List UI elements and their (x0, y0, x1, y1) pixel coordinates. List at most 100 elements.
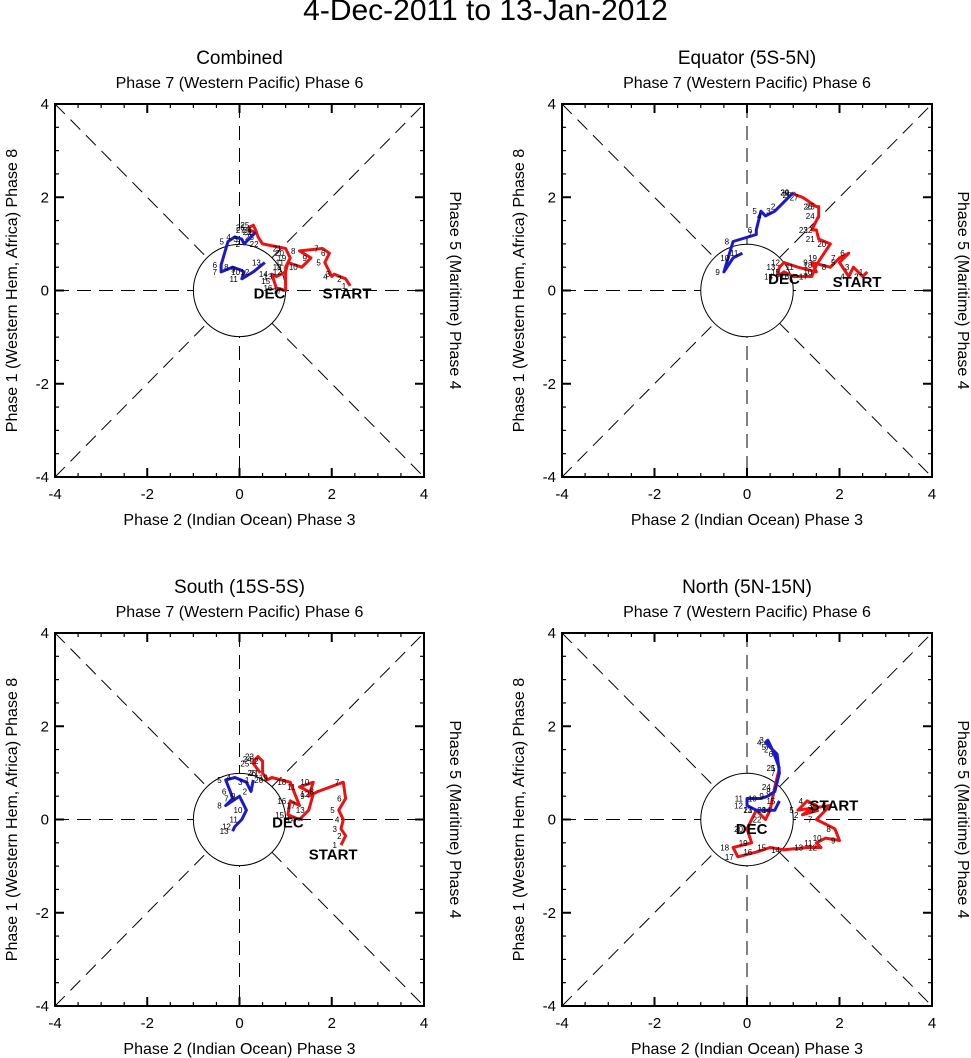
day-label: 1 (247, 228, 252, 237)
day-label: 11 (229, 275, 238, 284)
day-label: 26 (236, 224, 245, 233)
day-label: 23 (245, 753, 254, 762)
day-label: 5 (831, 259, 836, 268)
y-tick-label: -4 (36, 998, 49, 1015)
day-label: 7 (808, 816, 813, 825)
day-label: 9 (715, 268, 720, 277)
panel-title: Equator (5S-5N) (678, 48, 816, 69)
day-label: 17 (725, 853, 734, 862)
day-label: 10 (748, 795, 757, 804)
y-tick-label: 4 (548, 625, 556, 642)
day-label: 5 (762, 743, 767, 752)
day-label: 5 (217, 776, 222, 785)
day-label: 24 (243, 226, 252, 235)
day-label: 8 (217, 802, 222, 811)
day-label: 12 (222, 822, 231, 831)
day-label: 25 (766, 764, 775, 773)
day-label: 6 (337, 795, 342, 804)
day-label: 7 (335, 778, 340, 787)
x-tick-label: -2 (648, 486, 661, 503)
january-trajectory (745, 738, 781, 812)
day-label: 22 (753, 816, 762, 825)
day-label: 17 (799, 273, 808, 282)
y-tick-label: 2 (548, 189, 556, 206)
x-tick-label: 4 (928, 486, 936, 503)
day-label: 12 (273, 268, 282, 277)
panel-title: Combined (196, 48, 283, 69)
phase-panel-2: Equator (5S-5N) Phase 7 (Western Pacific)… (511, 48, 971, 529)
day-label: 24 (762, 783, 771, 792)
day-label: 3 (808, 802, 813, 811)
unit-circle (192, 772, 287, 867)
x-tick-label: -4 (48, 486, 61, 503)
day-label: 10 (803, 268, 812, 277)
y-tick-label: 0 (41, 812, 49, 829)
day-label: 6 (222, 788, 227, 797)
day-label: 20 (275, 249, 284, 258)
bottom-axis-label: Phase 2 (Indian Ocean) Phase 3 (631, 1041, 863, 1058)
day-label: 30 (780, 189, 789, 198)
y-tick-label: 2 (41, 189, 49, 206)
x-tick-label: -4 (48, 1015, 61, 1032)
day-label: 25 (806, 203, 815, 212)
left-axis-label: Phase 1 (Western Hem, Africa) Phase 8 (4, 149, 21, 432)
day-label: 8 (725, 238, 730, 247)
panel-title: North (5N-15N) (682, 577, 812, 598)
day-label: 7 (224, 795, 229, 804)
day-label: 29 (780, 189, 789, 198)
month-label: DEC (272, 814, 304, 831)
day-label: 8 (309, 788, 314, 797)
day-label: 8 (766, 788, 771, 797)
x-tick-label: -2 (141, 486, 154, 503)
y-tick-label: 0 (548, 812, 556, 829)
day-label: 3 (238, 778, 243, 787)
day-label: 1 (333, 841, 338, 850)
day-label: 15 (757, 843, 766, 852)
day-label: 19 (808, 254, 817, 263)
day-label: 18 (277, 778, 286, 787)
day-label: 14 (762, 806, 771, 815)
y-tick-label: 0 (41, 283, 49, 300)
day-label: 11 (735, 795, 744, 804)
day-label: 4 (757, 212, 762, 221)
x-tick-label: 4 (420, 486, 428, 503)
day-label: 6 (769, 750, 774, 759)
day-label: 18 (273, 263, 282, 272)
y-tick-label: -4 (36, 469, 49, 486)
right-axis-label: Phase 5 (Maritime) Phase 4 (446, 720, 463, 918)
day-label: 26 (803, 203, 812, 212)
day-label: 1 (859, 268, 864, 277)
day-label: 7 (748, 231, 753, 240)
y-tick-label: -2 (36, 376, 49, 393)
day-label: 18 (720, 843, 729, 852)
day-label: 1 (245, 776, 250, 785)
day-label: 9 (300, 792, 305, 801)
day-label: 6 (321, 249, 326, 258)
day-label: 24 (806, 212, 815, 221)
day-label: 2 (236, 240, 241, 249)
day-label: 11 (730, 249, 739, 258)
left-axis-label: Phase 1 (Western Hem, Africa) Phase 8 (4, 678, 21, 961)
day-label: 5 (330, 806, 335, 815)
x-tick-label: 2 (328, 486, 336, 503)
day-label: 15 (771, 268, 780, 277)
day-label: 12 (734, 802, 743, 811)
day-label: 23 (799, 226, 808, 235)
day-label: 9 (759, 792, 764, 801)
day-label: 15 (766, 797, 775, 806)
day-label: 20 (734, 825, 743, 834)
day-label: 2 (243, 788, 248, 797)
panel-title: South (15S-5S) (174, 577, 305, 598)
december-trajectory (251, 755, 348, 846)
day-label: 13 (766, 263, 775, 272)
day-label: 3 (326, 270, 331, 279)
day-label: 6 (840, 249, 845, 258)
day-label: 4 (840, 273, 845, 282)
x-tick-label: 4 (420, 1015, 428, 1032)
january-trajectory (722, 191, 795, 274)
left-axis-label: Phase 1 (Western Hem, Africa) Phase 8 (511, 678, 528, 961)
x-tick-label: -2 (141, 1015, 154, 1032)
x-tick-label: 0 (743, 486, 751, 503)
day-label: 9 (231, 266, 236, 275)
